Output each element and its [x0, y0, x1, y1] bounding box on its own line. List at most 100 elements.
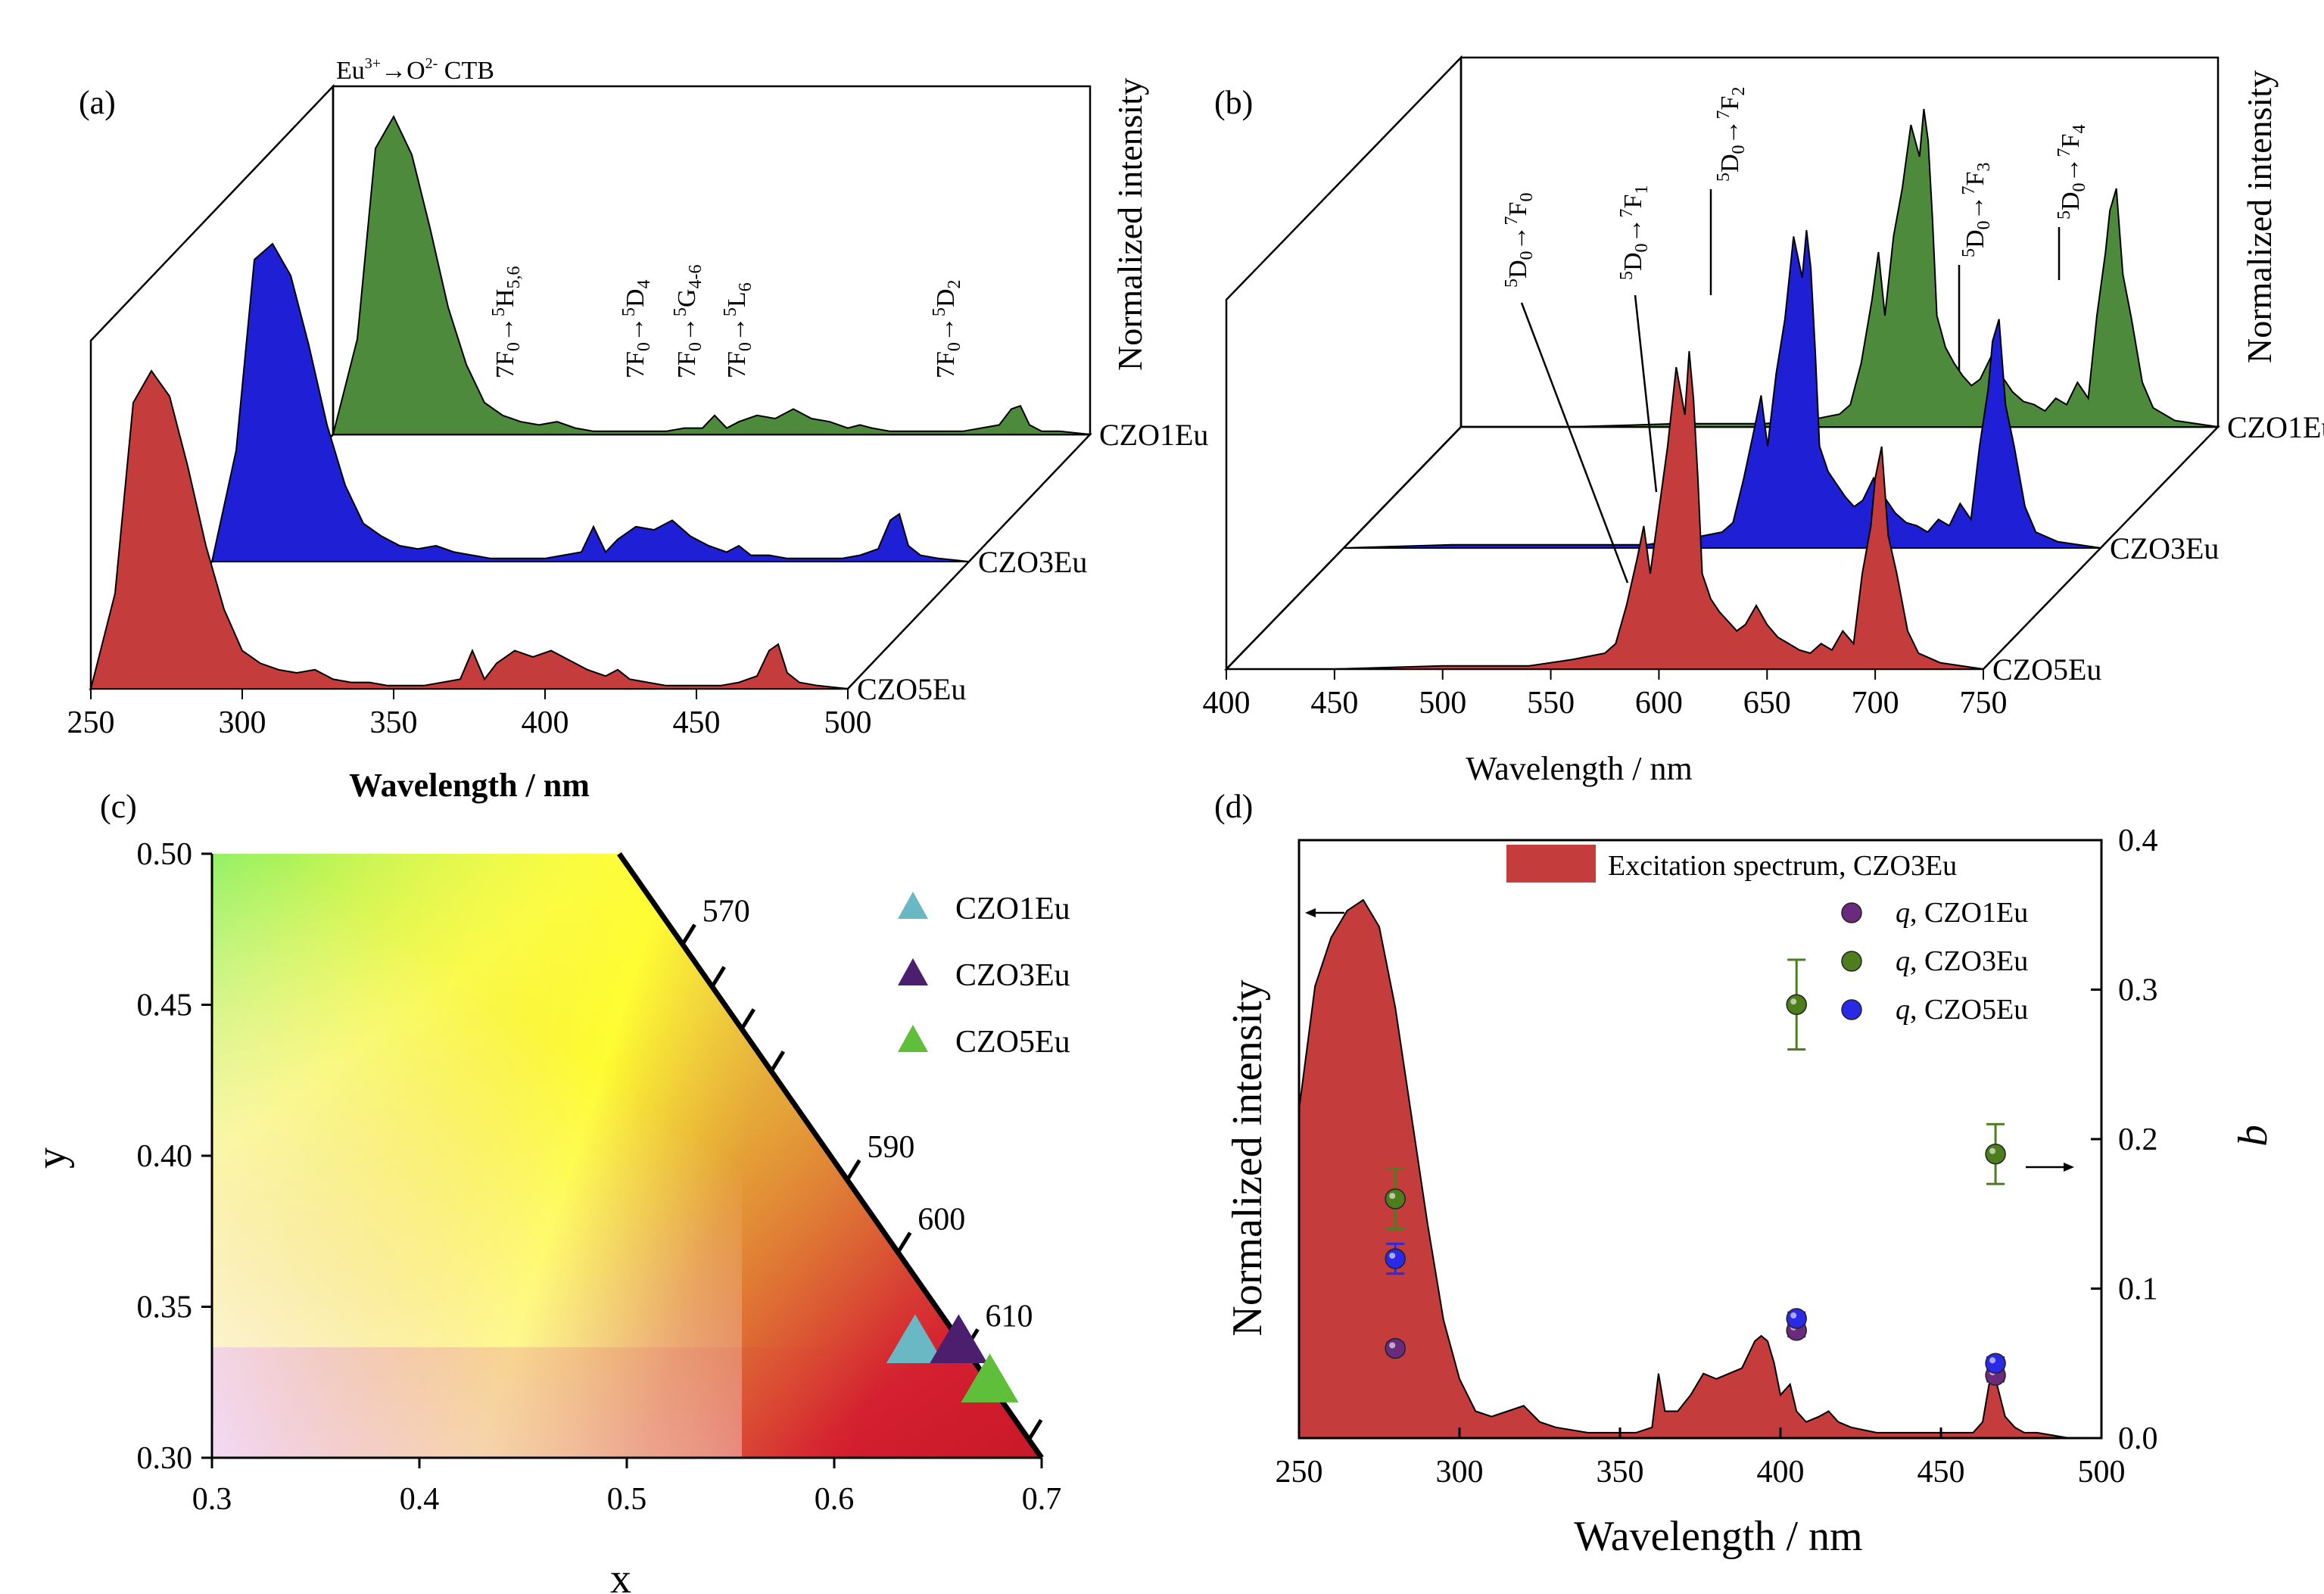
- x-tick-700: 700: [1852, 686, 1899, 721]
- panel-c-points: [886, 1314, 1019, 1403]
- panel-b-x-ticks: 400 450 500 550 600 650 700 750: [1203, 669, 2008, 721]
- panel-d-y2-label: q: [2237, 1125, 2284, 1146]
- annotation-5h56: 7F0→5H5,6: [489, 266, 524, 378]
- panel-b: (b) CZO1Eu CZO3Eu CZO5Eu 400 450 500 550 600 65…: [1203, 54, 2324, 787]
- series-label-CZO5Eu: CZO5Eu: [1992, 652, 2101, 686]
- legend-series-name: , CZO3Eu: [1910, 945, 2028, 977]
- left-wall: [1225, 54, 1463, 672]
- legend-swatch-excitation: [1506, 845, 1596, 883]
- point-q, CZO5Eu: [1985, 1353, 2006, 1374]
- panel-b-annotations: 5D0→7F0 5D0→7F1 5D0→7F2 5D0→7F3 5D0→7F4: [1502, 87, 2089, 584]
- locus-tick: [846, 1159, 861, 1181]
- locus-tick: [740, 1008, 755, 1030]
- panel-d-label: (d): [1214, 788, 1253, 825]
- legend-label-q, CZO3Eu: q, CZO3Eu: [1896, 945, 2028, 977]
- x-tick-500: 500: [1419, 686, 1466, 721]
- x-tick-350: 350: [1597, 1455, 1644, 1490]
- panel-c-legend: CZO1Eu CZO3Eu CZO5Eu: [898, 892, 1070, 1060]
- point-q, CZO5Eu: [1786, 1308, 1807, 1329]
- legend-label-CZO1Eu: CZO1Eu: [955, 892, 1070, 926]
- series-CZO1Eu: [332, 114, 1091, 435]
- x-tick-250: 250: [1276, 1455, 1323, 1490]
- panel-c-y-label: y: [28, 1147, 75, 1169]
- y2-tick-0.3: 0.3: [2118, 973, 2158, 1008]
- annotation-7f0: 5D0→7F0: [1502, 193, 1537, 288]
- locus-label-610: 610: [986, 1299, 1033, 1334]
- arrow-7f0: [1520, 302, 1629, 584]
- y2-tick-0.0: 0.0: [2118, 1421, 2158, 1456]
- legend-marker-q, CZO5Eu: [1841, 999, 1862, 1020]
- y2-tick-0.1: 0.1: [2118, 1272, 2158, 1307]
- panel-b-x-label: Wavelength / nm: [1466, 750, 1693, 787]
- x-tick-450: 450: [673, 705, 721, 740]
- x-tick-550: 550: [1527, 686, 1575, 721]
- legend-q-symbol: q: [1896, 897, 1910, 929]
- annotation-7f4: 5D0→7F4: [2055, 125, 2089, 219]
- y-tick-0.50: 0.50: [137, 837, 193, 872]
- x-tick-0.3: 0.3: [192, 1482, 232, 1517]
- series-CZO3Eu: [210, 242, 970, 562]
- annotation-5d2: 7F0→5D2: [930, 280, 964, 378]
- panel-a-frame: [89, 83, 1092, 692]
- legend-series-name: , CZO5Eu: [1910, 994, 2028, 1026]
- x-tick-400: 400: [522, 705, 569, 740]
- legend-series-name: , CZO1Eu: [1910, 897, 2028, 929]
- locus-label-600: 600: [917, 1203, 965, 1238]
- legend-marker-q, CZO3Eu: [1841, 951, 1862, 972]
- panel-c-axes: 0.3 0.4 0.5 0.6 0.7 0.30 0.35 0.40 0.45 0.50: [137, 837, 1062, 1517]
- panel-d-x-label: Wavelength / nm: [1574, 1513, 1862, 1560]
- series-label-CZO3Eu: CZO3Eu: [2110, 531, 2219, 565]
- panel-a-x-label: Wavelength / nm: [349, 767, 590, 804]
- x-tick-450: 450: [1310, 686, 1358, 721]
- y2-tick-0.2: 0.2: [2118, 1122, 2158, 1157]
- series-label-CZO1Eu: CZO1Eu: [1099, 418, 1208, 452]
- legend-marker-CZO1Eu: [898, 892, 928, 919]
- point-highlight: [1389, 1342, 1396, 1349]
- point-highlight: [1989, 1357, 1996, 1364]
- panel-a-annotations: Eu3+→O2- CTB 7F0→5H5,6 7F0→5D4 7F0→5G4-6…: [336, 55, 964, 378]
- series-label-CZO1Eu: CZO1Eu: [2227, 410, 2324, 444]
- x-tick-0.7: 0.7: [1022, 1482, 1062, 1517]
- x-tick-450: 450: [1917, 1455, 1965, 1490]
- x-tick-0.6: 0.6: [815, 1482, 855, 1517]
- point-highlight: [1790, 998, 1797, 1005]
- annotation-5d4: 7F0→5D4: [619, 280, 654, 378]
- legend-label-CZO5Eu: CZO5Eu: [955, 1025, 1070, 1060]
- marker-CZO1Eu: [886, 1314, 944, 1363]
- locus-tick: [769, 1050, 786, 1073]
- legend-q-symbol: q: [1896, 945, 1910, 977]
- arrow-right-axis-head: [2064, 1163, 2074, 1172]
- panel-a-x-ticks: 250 300 350 400 450 500: [67, 689, 872, 740]
- y-tick-0.30: 0.30: [137, 1441, 193, 1476]
- locus-tick: [710, 966, 726, 988]
- point-highlight: [1389, 1253, 1396, 1259]
- y-tick-0.40: 0.40: [137, 1139, 193, 1174]
- panel-c: (c) 0.3 0.4 0.5 0.6 0.70.300.350.400.450.50 …: [28, 788, 1070, 1594]
- point-highlight: [1389, 1193, 1396, 1199]
- x-tick-250: 250: [67, 705, 115, 740]
- panel-a-y-label: Normalized intensity: [1111, 78, 1149, 371]
- locus-label-590: 590: [867, 1130, 914, 1165]
- annotation-5l6: 7F0→5L6: [721, 282, 755, 378]
- series-CZO1Eu: [1461, 108, 2219, 428]
- panel-a-label: (a): [79, 84, 116, 121]
- x-tick-400: 400: [1203, 686, 1251, 721]
- point-highlight: [1989, 1147, 1996, 1154]
- panel-d-q-points: [1385, 958, 2006, 1386]
- panel-d-axis-arrows: [1305, 908, 2074, 1172]
- legend-q-symbol: q: [1896, 994, 1910, 1026]
- panel-d-excitation: [1298, 898, 2101, 1439]
- panel-a: (a) CZO1Eu CZO3Eu CZO5Eu 250 300 350 400 450 50…: [67, 55, 1209, 804]
- panel-a-series: CZO1Eu CZO3Eu CZO5Eu: [89, 114, 1208, 706]
- marker-CZO5Eu: [961, 1353, 1019, 1403]
- locus-tick: [681, 923, 696, 946]
- x-tick-400: 400: [1757, 1455, 1805, 1490]
- x-tick-0.5: 0.5: [607, 1482, 647, 1517]
- point-highlight: [1790, 1312, 1797, 1318]
- y2-tick-0.4: 0.4: [2118, 823, 2158, 858]
- x-tick-300: 300: [1436, 1455, 1484, 1490]
- x-tick-500: 500: [2078, 1455, 2126, 1490]
- legend-label-q, CZO5Eu: q, CZO5Eu: [1896, 994, 2028, 1026]
